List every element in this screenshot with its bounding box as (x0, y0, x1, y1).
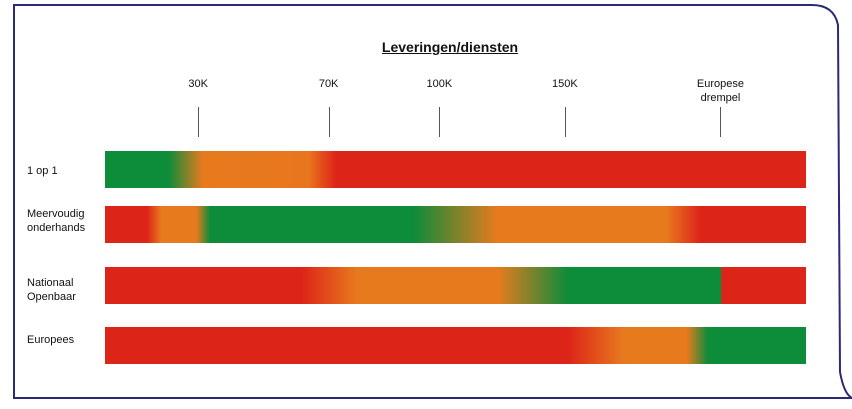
gradient-bar (105, 327, 806, 364)
row-label: Meervoudig onderhands (27, 208, 86, 234)
gradient-bar (105, 151, 806, 188)
gradient-bar (105, 267, 806, 304)
row-label: 1 op 1 (27, 165, 58, 177)
row-label: Nationaal Openbaar (27, 277, 76, 303)
threshold-tick (720, 107, 722, 137)
threshold-tick (564, 107, 566, 137)
callout-frame-border (13, 4, 852, 399)
row-label: Europees (27, 334, 75, 346)
threshold-tick (328, 107, 330, 137)
threshold-label: Europese drempel (696, 78, 745, 104)
gradient-bar (105, 206, 806, 243)
threshold-label: 70K (318, 78, 339, 90)
threshold-tick (198, 107, 200, 137)
threshold-label: 30K (188, 78, 209, 90)
threshold-tick (439, 107, 441, 137)
threshold-label: 100K (426, 78, 453, 90)
diagram-title: Leveringen/diensten (381, 39, 519, 55)
threshold-label: 150K (551, 78, 578, 90)
